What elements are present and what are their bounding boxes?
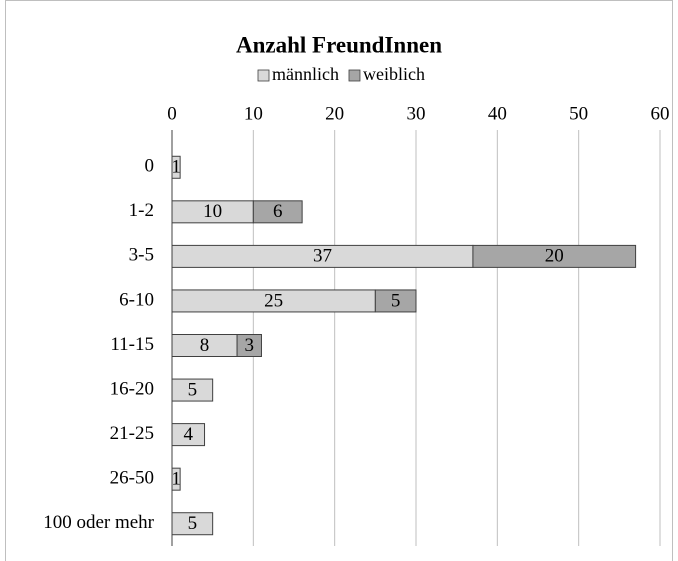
data-label: 37 bbox=[313, 246, 332, 267]
y-tick-label: 16-20 bbox=[110, 378, 154, 399]
bar-segment bbox=[374, 289, 417, 313]
x-tick-label: 50 bbox=[569, 103, 588, 124]
x-tick-label: 0 bbox=[167, 103, 177, 124]
y-tick-label: 0 bbox=[145, 156, 155, 177]
data-label: 4 bbox=[184, 424, 194, 445]
y-tick-label: 100 oder mehr bbox=[43, 512, 154, 533]
y-tick-label: 26-50 bbox=[110, 468, 154, 489]
x-tick-label: 40 bbox=[488, 103, 507, 124]
data-label: 3 bbox=[245, 335, 255, 356]
legend-swatch bbox=[257, 69, 270, 82]
legend-swatch bbox=[348, 69, 361, 82]
bar-segment bbox=[236, 334, 262, 357]
x-tick-label: 60 bbox=[651, 103, 670, 124]
bar-segment bbox=[472, 244, 637, 268]
bar-segment bbox=[252, 200, 303, 224]
data-label: 5 bbox=[391, 290, 401, 311]
data-label: 5 bbox=[188, 379, 198, 400]
x-tick-label: 30 bbox=[407, 103, 426, 124]
y-tick-label: 3-5 bbox=[129, 245, 154, 266]
bar-segment bbox=[171, 423, 206, 447]
data-label: 20 bbox=[545, 246, 564, 267]
y-tick-label: 1-2 bbox=[129, 200, 154, 221]
data-label: 6 bbox=[273, 201, 283, 222]
y-tick-label: 11-15 bbox=[110, 334, 154, 355]
chart-frame bbox=[5, 0, 673, 561]
x-tick-label: 10 bbox=[244, 103, 263, 124]
data-label: 1 bbox=[171, 469, 181, 490]
y-tick-label: 21-25 bbox=[110, 423, 154, 444]
bar-segment bbox=[171, 467, 181, 491]
legend-label: weiblich bbox=[363, 64, 425, 84]
x-tick-label: 20 bbox=[325, 103, 344, 124]
data-label: 5 bbox=[188, 513, 198, 534]
data-label: 1 bbox=[171, 157, 181, 178]
bar-segment bbox=[171, 378, 214, 402]
legend-label: männlich bbox=[272, 64, 339, 84]
y-tick-label: 6-10 bbox=[119, 289, 154, 310]
data-label: 25 bbox=[264, 290, 283, 311]
bar-segment bbox=[171, 155, 181, 179]
data-label: 10 bbox=[203, 201, 222, 222]
data-label: 8 bbox=[200, 335, 210, 356]
chart-title: Anzahl FreundInnen bbox=[236, 32, 442, 57]
bar-segment bbox=[171, 512, 214, 536]
